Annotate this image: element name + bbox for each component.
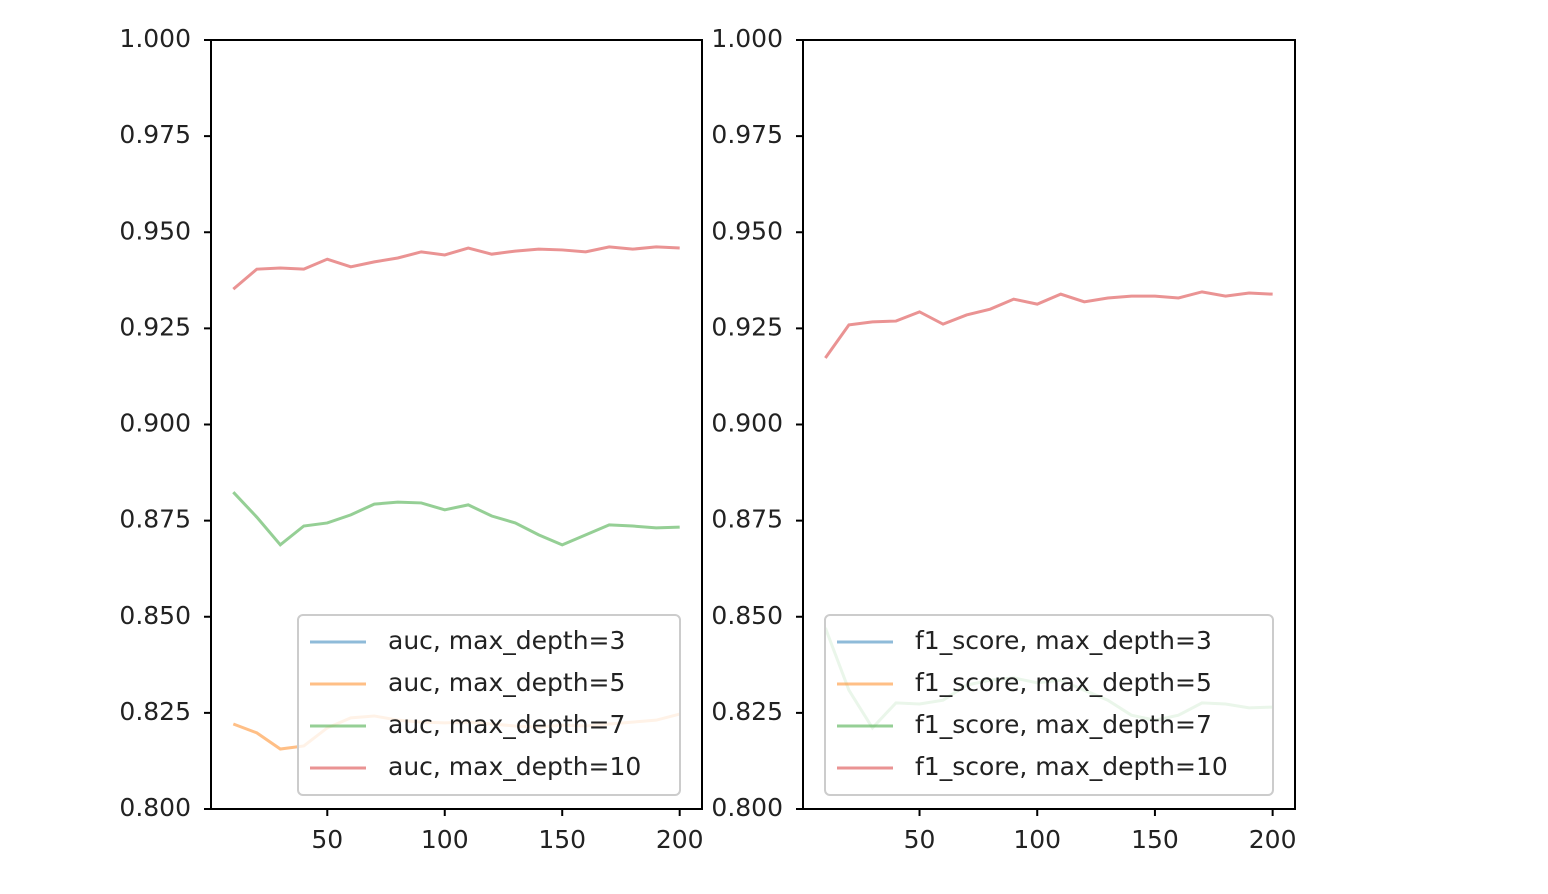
x-tick-label: 150 [1131, 825, 1179, 854]
legend: f1_score, max_depth=3 f1_score, max_depth… [824, 614, 1274, 796]
x-tick-label: 150 [538, 825, 586, 854]
y-tick-label: 0.850 [711, 601, 783, 630]
y-tick-label: 0.950 [119, 216, 191, 245]
data-line [824, 290, 1273, 359]
y-tick-label: 1.000 [119, 24, 191, 53]
subplot: 0.800 0.825 0.850 0.875 0.900 0.925 0.950 0.975… [711, 24, 1297, 854]
y-tick-label: 0.925 [711, 312, 783, 341]
legend-label: f1_score, max_depth=7 [915, 710, 1212, 739]
legend-label: f1_score, max_depth=5 [915, 668, 1212, 697]
legend-label: auc, max_depth=5 [388, 668, 625, 697]
y-tick-label: 0.800 [711, 793, 783, 822]
axes-frame [210, 39, 703, 810]
y-tick-label: 0.900 [119, 409, 191, 438]
y-tick-label: 1.000 [711, 24, 783, 53]
y-tick-label: 0.975 [711, 120, 783, 149]
subplot: 0.800 0.825 0.850 0.875 0.900 0.925 0.950 0.975… [119, 24, 703, 854]
y-tick-label: 0.875 [119, 505, 191, 534]
y-tick-label: 0.825 [711, 697, 783, 726]
legend-box [824, 614, 1274, 796]
y-tick-label: 0.975 [119, 120, 191, 149]
x-tick-label: 200 [656, 825, 704, 854]
y-tick-label: 0.900 [711, 409, 783, 438]
y-tick-label: 0.925 [119, 312, 191, 341]
y-tick-label: 0.800 [119, 793, 191, 822]
data-line [232, 245, 680, 291]
data-line [232, 491, 680, 547]
x-tick-label: 200 [1249, 825, 1297, 854]
y-tick-label: 0.825 [119, 697, 191, 726]
legend-label: auc, max_depth=3 [388, 626, 625, 655]
legend-label: auc, max_depth=10 [388, 752, 641, 781]
y-tick-label: 0.950 [711, 216, 783, 245]
x-tick-label: 100 [421, 825, 469, 854]
y-tick-label: 0.850 [119, 601, 191, 630]
legend-label: auc, max_depth=7 [388, 710, 625, 739]
legend: auc, max_depth=3 auc, max_depth=5 auc, max… [297, 614, 681, 796]
y-tick-label: 0.875 [711, 505, 783, 534]
legend-label: f1_score, max_depth=10 [915, 752, 1228, 781]
legend-label: f1_score, max_depth=3 [915, 626, 1212, 655]
x-tick-label: 50 [904, 825, 936, 854]
x-tick-label: 100 [1013, 825, 1061, 854]
legend-box [297, 614, 681, 796]
axes-frame [802, 39, 1296, 810]
x-tick-label: 50 [311, 825, 343, 854]
